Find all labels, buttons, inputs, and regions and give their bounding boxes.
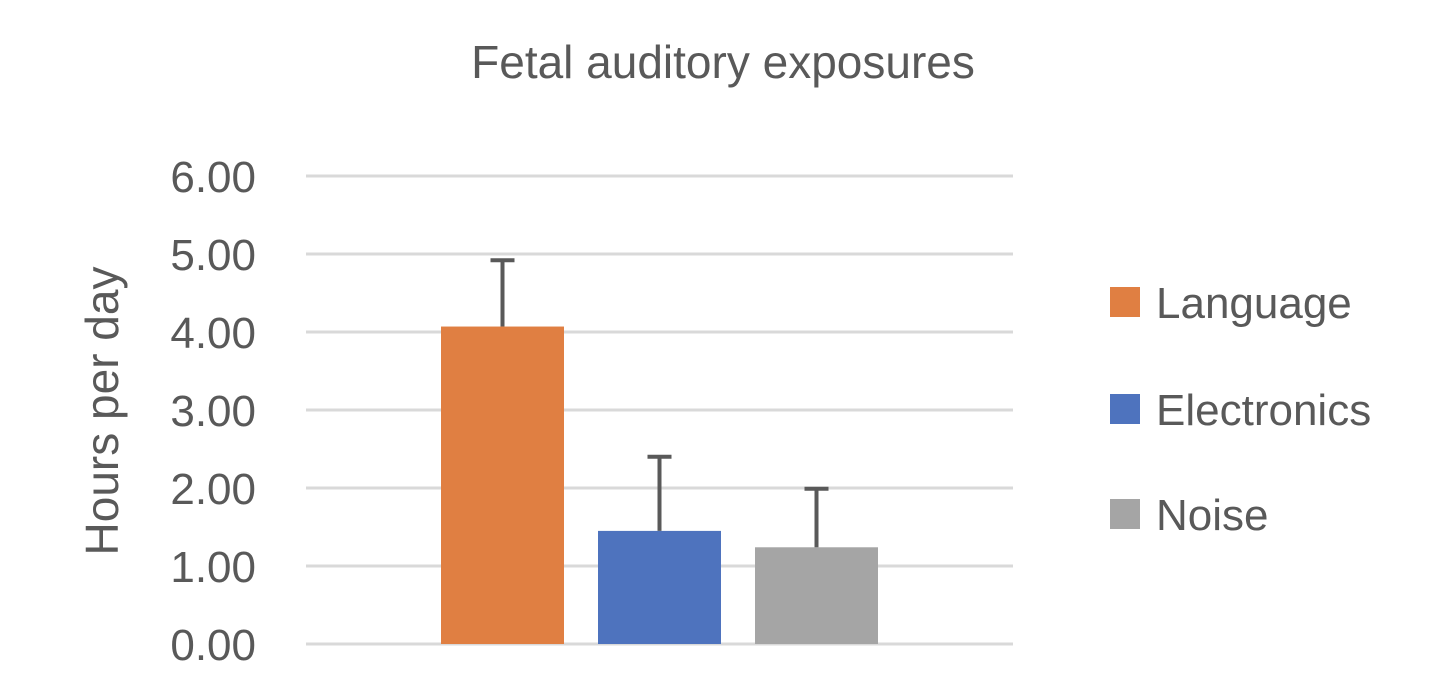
- legend-swatch-electronics: [1110, 394, 1140, 424]
- bar-noise: [755, 547, 878, 644]
- legend-label-noise: Noise: [1156, 491, 1269, 540]
- y-tick-label: 0.00: [170, 621, 256, 670]
- bar-electronics: [598, 530, 721, 644]
- legend-swatch-language: [1110, 287, 1140, 317]
- y-tick-label: 2.00: [170, 465, 256, 514]
- chart-title: Fetal auditory exposures: [471, 36, 975, 88]
- error-bars: [490, 258, 829, 548]
- legend: Language Electronics Noise: [1110, 279, 1371, 540]
- bar-language: [441, 326, 564, 644]
- y-axis-ticks: 0.00 1.00 2.00 3.00 4.00 5.00 6.00: [170, 153, 256, 670]
- y-tick-label: 5.00: [170, 231, 256, 280]
- bars: [441, 326, 878, 644]
- legend-swatch-noise: [1110, 499, 1140, 529]
- y-tick-label: 4.00: [170, 309, 256, 358]
- y-tick-label: 1.00: [170, 543, 256, 592]
- legend-label-language: Language: [1156, 279, 1352, 328]
- y-axis-label: Hours per day: [76, 267, 128, 556]
- y-tick-label: 3.00: [170, 387, 256, 436]
- y-tick-label: 6.00: [170, 153, 256, 202]
- legend-label-electronics: Electronics: [1156, 386, 1371, 435]
